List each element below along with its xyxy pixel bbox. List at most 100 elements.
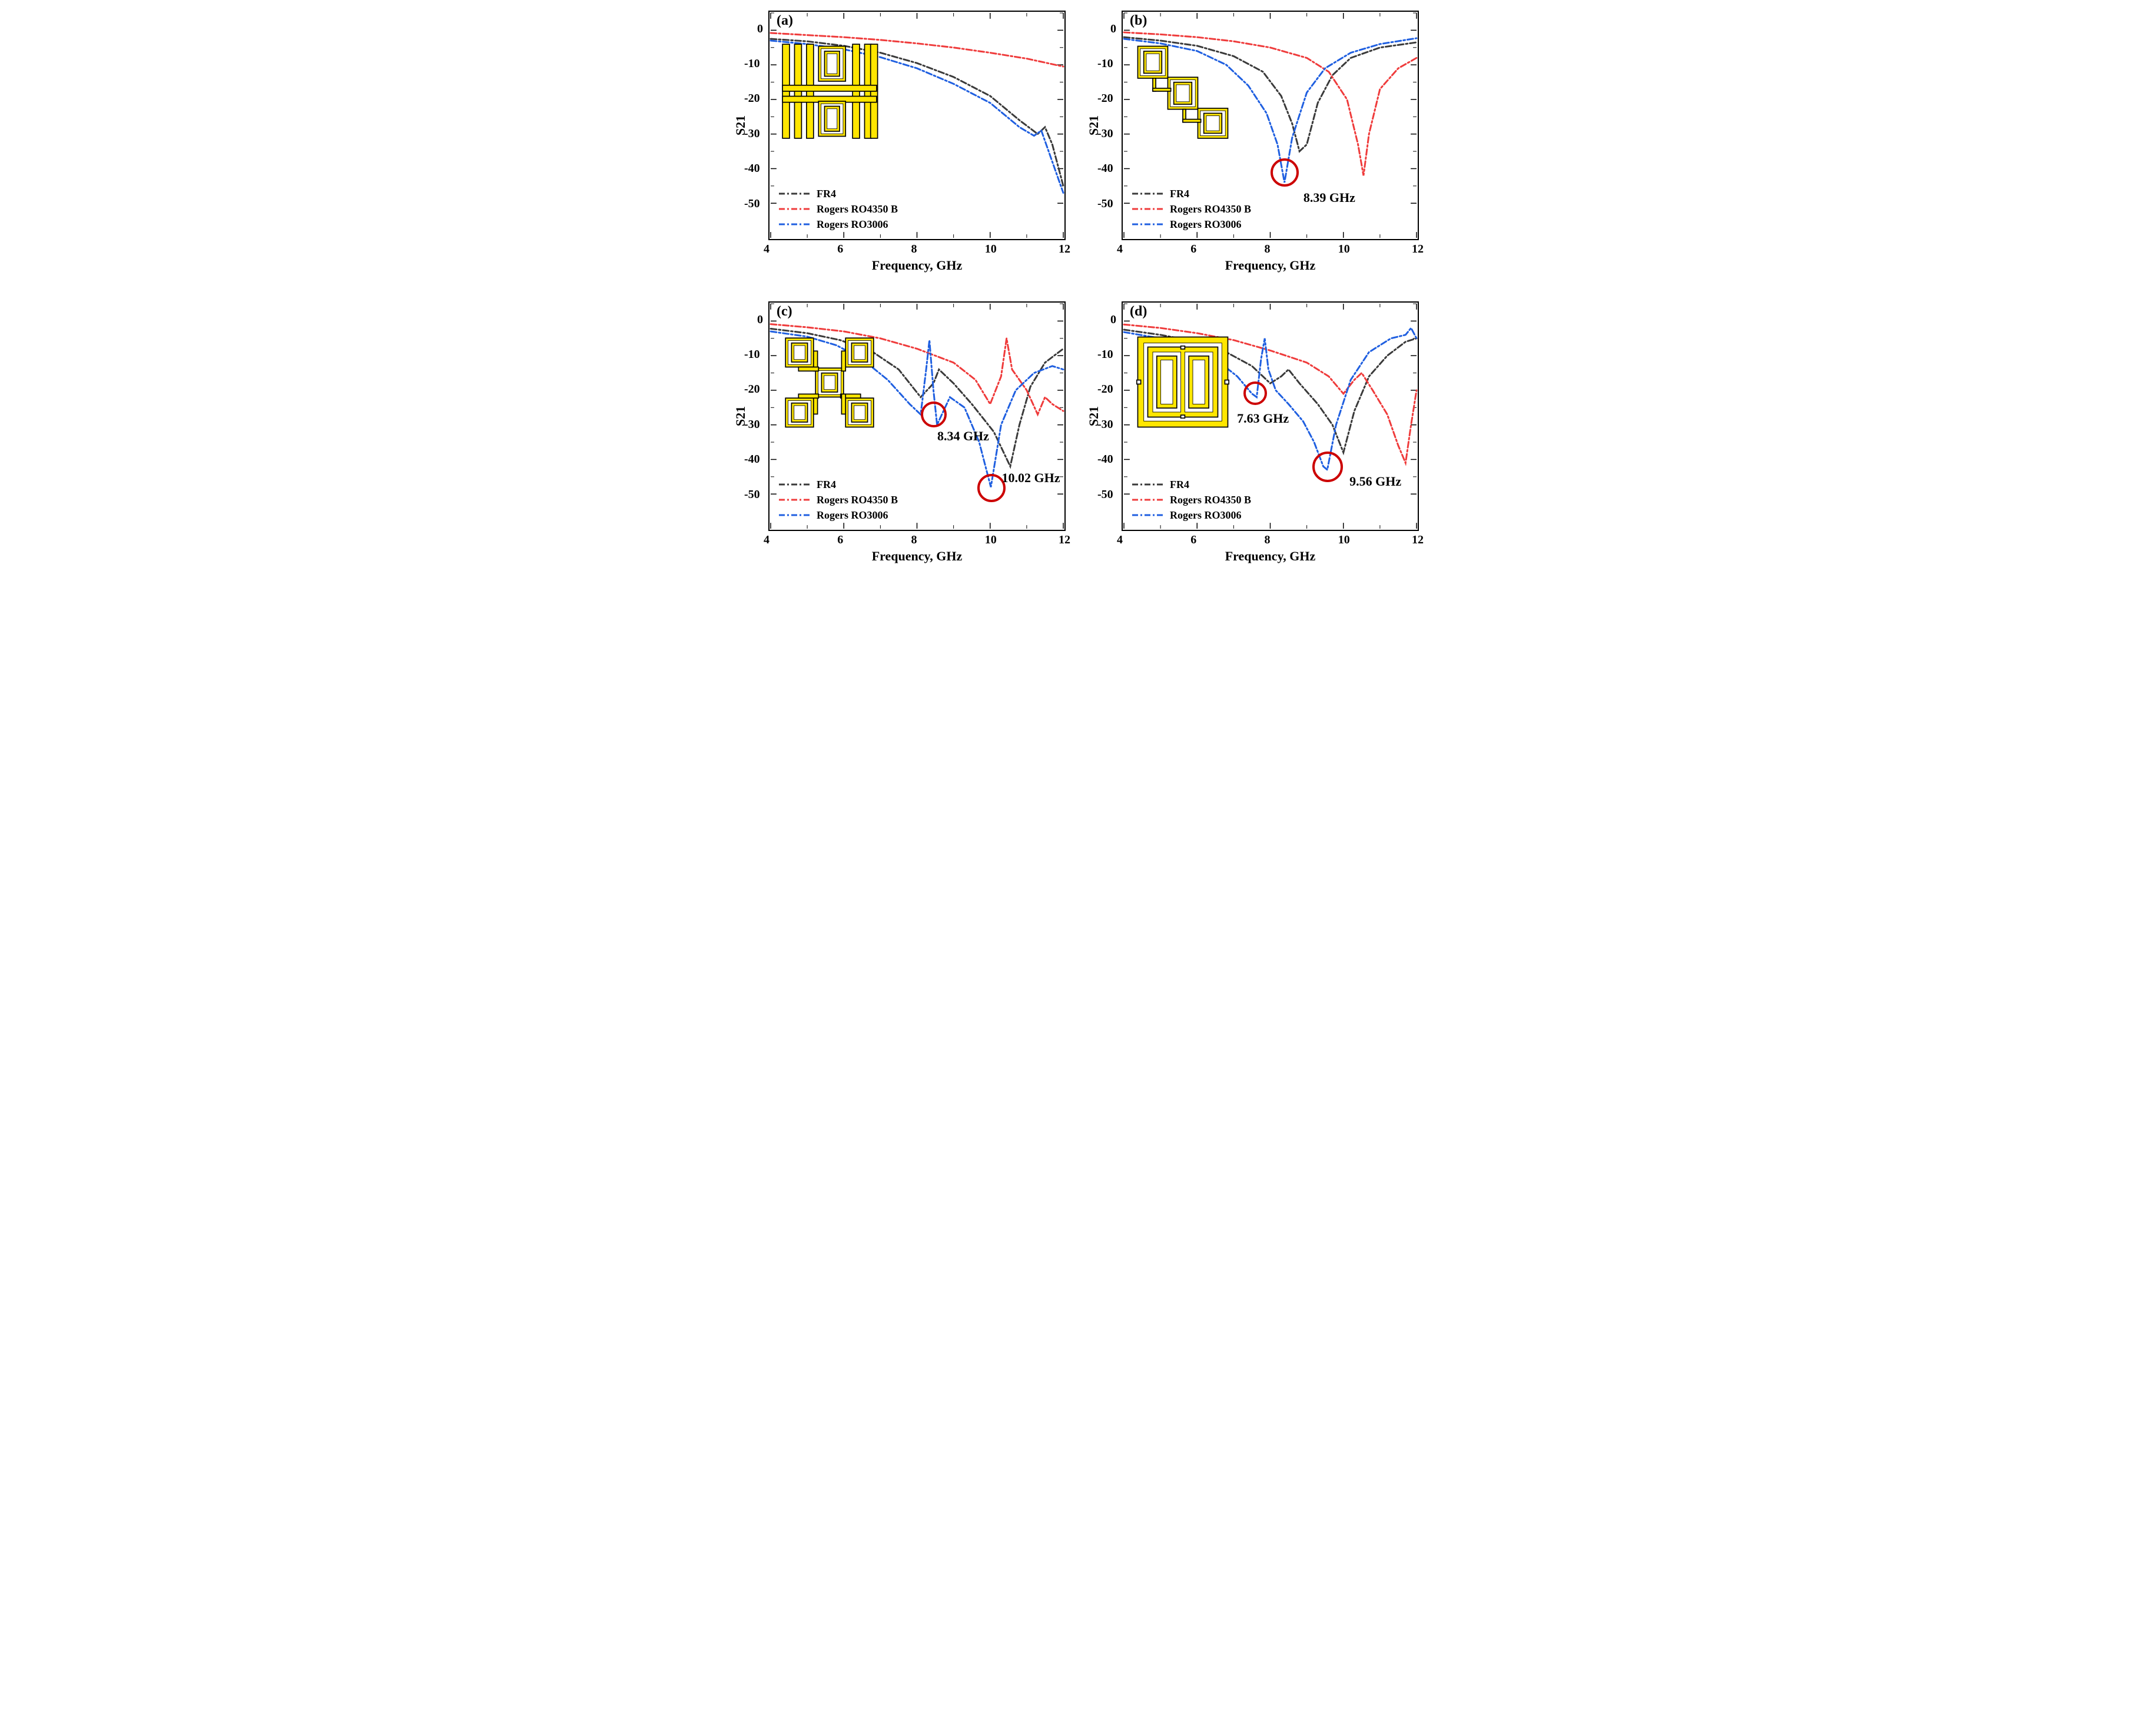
y-tick-label: -10 — [1097, 348, 1113, 361]
panel-tag: (b) — [1130, 13, 1147, 29]
legend: FR4 Rogers RO4350 B Rogers RO3006 — [778, 186, 898, 232]
x-tick-label: 10 — [985, 533, 997, 547]
inset-diag3 — [1130, 41, 1236, 141]
x-tick-label: 6 — [1190, 533, 1196, 547]
y-tick-label: -30 — [744, 418, 760, 432]
legend-swatch — [1131, 188, 1164, 200]
panel-b: S2146810120-10-20-30-40-50Frequency, GHz… — [1080, 4, 1428, 276]
panel-c: S2146810120-10-20-30-40-50Frequency, GHz… — [727, 294, 1075, 566]
legend-item: FR4 — [1131, 477, 1251, 492]
legend-item: Rogers RO4350 B — [778, 492, 898, 507]
annotation-text: 8.34 GHz — [937, 429, 989, 444]
legend: FR4 Rogers RO4350 B Rogers RO3006 — [1131, 186, 1251, 232]
annotation-text: 8.39 GHz — [1303, 190, 1355, 205]
panel-tag: (d) — [1130, 304, 1147, 320]
legend-item: Rogers RO4350 B — [778, 201, 898, 217]
y-tick-label: -50 — [744, 488, 760, 502]
legend-swatch — [1131, 218, 1164, 230]
y-tick-label: 0 — [757, 22, 763, 36]
y-tick-label: -20 — [1097, 92, 1113, 105]
x-tick-label: 10 — [1338, 533, 1350, 547]
legend-item: Rogers RO3006 — [778, 217, 898, 232]
annotation-text: 9.56 GHz — [1349, 474, 1401, 489]
legend-swatch — [778, 479, 811, 490]
panel-tag: (c) — [777, 304, 792, 320]
x-tick-label: 8 — [1265, 243, 1271, 256]
y-tick-label: -40 — [1097, 162, 1113, 175]
x-tick-label: 6 — [837, 243, 843, 256]
legend-item: Rogers RO3006 — [1131, 507, 1251, 523]
legend-label: FR4 — [1170, 188, 1189, 200]
y-tick-label: -30 — [1097, 418, 1113, 432]
legend-item: Rogers RO3006 — [1131, 217, 1251, 232]
x-tick-label: 12 — [1412, 533, 1424, 547]
legend-swatch — [1131, 509, 1164, 521]
legend-label: Rogers RO4350 B — [817, 203, 898, 215]
y-tick-label: -50 — [744, 197, 760, 211]
y-tick-label: -50 — [1097, 488, 1113, 502]
x-tick-label: 4 — [1117, 243, 1123, 256]
x-axis-label: Frequency, GHz — [1122, 258, 1419, 273]
x-tick-label: 6 — [837, 533, 843, 547]
x-tick-label: 8 — [1265, 533, 1271, 547]
legend-label: FR4 — [817, 479, 836, 491]
legend-swatch — [778, 203, 811, 215]
legend-item: Rogers RO4350 B — [1131, 492, 1251, 507]
panel-a: S2146810120-10-20-30-40-50Frequency, GHz… — [727, 4, 1075, 276]
legend-label: Rogers RO3006 — [1170, 218, 1241, 231]
inset-cross5 — [777, 332, 883, 432]
x-tick-label: 4 — [1117, 533, 1123, 547]
y-tick-label: -20 — [744, 383, 760, 396]
legend-swatch — [778, 494, 811, 506]
legend-swatch — [1131, 494, 1164, 506]
legend-item: FR4 — [778, 477, 898, 492]
annotation-circle — [1271, 158, 1299, 187]
x-tick-label: 8 — [911, 533, 917, 547]
legend-swatch — [1131, 203, 1164, 215]
y-tick-label: -30 — [744, 127, 760, 141]
inset-grid — [777, 41, 883, 141]
legend-label: FR4 — [1170, 479, 1189, 491]
legend-label: Rogers RO4350 B — [817, 494, 898, 506]
legend-label: Rogers RO4350 B — [1170, 203, 1251, 215]
y-tick-label: -40 — [744, 453, 760, 466]
legend-swatch — [778, 218, 811, 230]
y-tick-label: -20 — [744, 92, 760, 105]
legend-swatch — [778, 188, 811, 200]
x-tick-label: 12 — [1412, 243, 1424, 256]
legend-item: Rogers RO4350 B — [1131, 201, 1251, 217]
y-tick-label: -10 — [1097, 57, 1113, 71]
x-axis-label: Frequency, GHz — [768, 258, 1066, 273]
legend-item: Rogers RO3006 — [778, 507, 898, 523]
annotation-circle — [1312, 452, 1343, 482]
y-tick-label: -10 — [744, 348, 760, 361]
annotation-text: 7.63 GHz — [1237, 411, 1289, 426]
x-tick-label: 4 — [764, 243, 769, 256]
y-tick-label: -20 — [1097, 383, 1113, 396]
x-tick-label: 12 — [1059, 533, 1070, 547]
figure-grid: S2146810120-10-20-30-40-50Frequency, GHz… — [719, 0, 1437, 572]
y-tick-label: -10 — [744, 57, 760, 71]
x-tick-label: 8 — [911, 243, 917, 256]
legend-label: Rogers RO3006 — [817, 218, 888, 231]
x-axis-label: Frequency, GHz — [1122, 549, 1419, 564]
y-tick-label: -40 — [1097, 453, 1113, 466]
x-axis-label: Frequency, GHz — [768, 549, 1066, 564]
legend-item: FR4 — [778, 186, 898, 201]
x-tick-label: 4 — [764, 533, 769, 547]
legend-item: FR4 — [1131, 186, 1251, 201]
legend: FR4 Rogers RO4350 BRogers RO3006 — [778, 477, 898, 523]
y-tick-label: -40 — [744, 162, 760, 175]
annotation-text: 10.02 GHz — [1002, 470, 1060, 486]
inset-nested — [1130, 332, 1236, 432]
y-tick-label: 0 — [1110, 22, 1116, 36]
x-tick-label: 6 — [1190, 243, 1196, 256]
legend-label: Rogers RO3006 — [1170, 509, 1241, 522]
y-tick-label: 0 — [1110, 313, 1116, 327]
annotation-circle — [921, 401, 947, 427]
legend-swatch — [778, 509, 811, 521]
x-tick-label: 10 — [1338, 243, 1350, 256]
y-tick-label: -50 — [1097, 197, 1113, 211]
panel-tag: (a) — [777, 13, 793, 29]
x-tick-label: 12 — [1059, 243, 1070, 256]
